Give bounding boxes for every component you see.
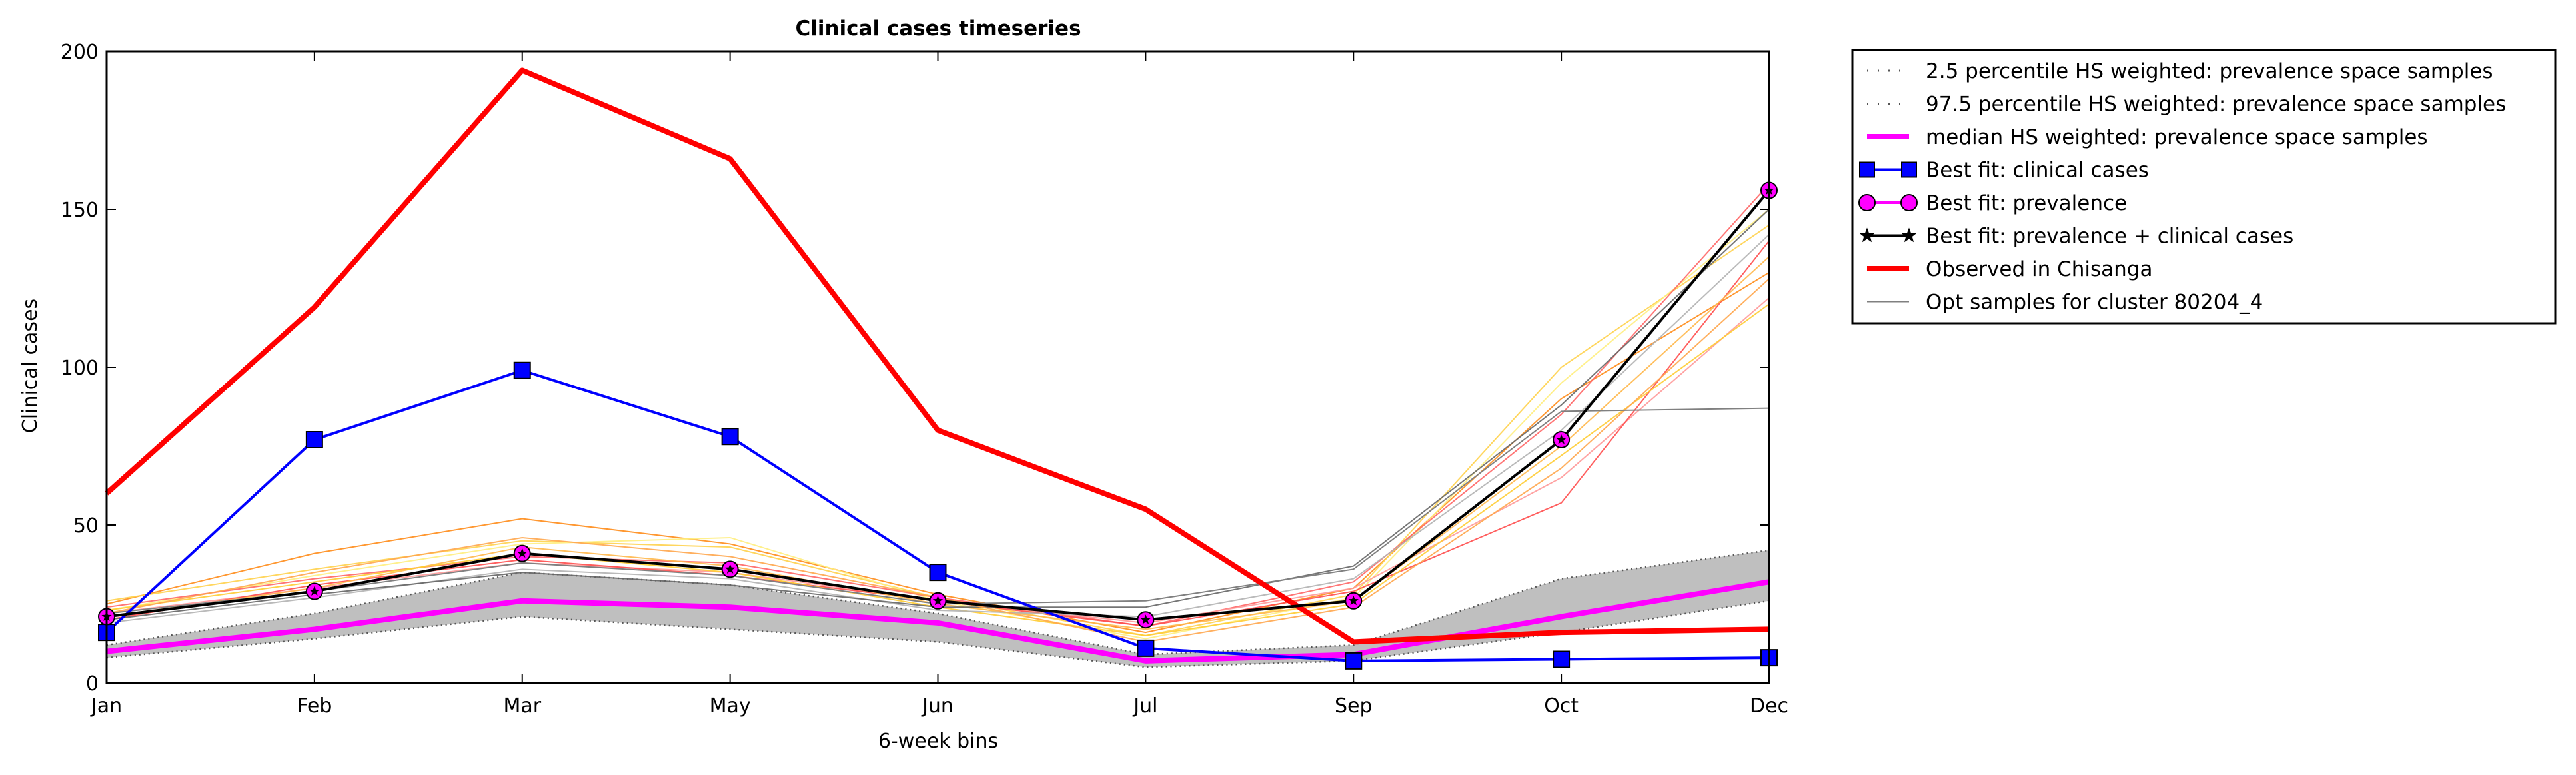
legend-label: Best fit: clinical cases (1926, 159, 2149, 183)
series-3-point-star (1556, 434, 1567, 444)
y-tick-label: 150 (61, 199, 99, 222)
band-lower-line (106, 600, 1770, 668)
x-tick-label: May (710, 694, 751, 718)
legend-marker-star (1901, 227, 1917, 243)
series-2-point (1553, 650, 1571, 668)
legend-marker-square (1859, 161, 1875, 178)
series-3-point-star (309, 586, 320, 596)
x-tick-label: Jun (921, 694, 954, 718)
legend-label: 2.5 percentile HS weighted: prevalence s… (1926, 59, 2493, 83)
x-axis-label: 6-week bins (878, 730, 998, 753)
series-3-point-star (517, 548, 528, 558)
x-tick-label: Sep (1335, 694, 1373, 718)
legend-marker-star (1859, 227, 1875, 243)
plot-frame (105, 50, 1770, 684)
legend-box (1851, 49, 2557, 325)
legend-marker-square (1901, 161, 1917, 178)
series-2-point (1137, 639, 1155, 657)
series-5-line (105, 67, 1770, 645)
x-tick-label: Feb (297, 694, 332, 718)
series-lines (98, 67, 1778, 670)
series-2-point (1345, 652, 1363, 670)
sample-line-9 (106, 234, 1770, 624)
band-upper-line (106, 549, 1770, 656)
series-2-point (721, 428, 739, 446)
x-tick-label: Mar (503, 694, 541, 718)
sample-line-10 (106, 209, 1770, 621)
y-tick-label: 100 (61, 357, 99, 380)
series-3-point-star (1140, 614, 1151, 624)
x-tick-label: Oct (1544, 694, 1579, 718)
y-tick-label: 0 (86, 672, 99, 696)
legend-label: Best fit: prevalence (1926, 191, 2127, 215)
y-tick-label: 200 (61, 41, 99, 64)
legend-marker-circle (1900, 194, 1918, 211)
series-2-point (305, 431, 323, 449)
sample-line-4 (106, 183, 1770, 627)
legend-label: Observed in Chisanga (1926, 257, 2153, 281)
legend-marker-circle (1858, 194, 1876, 211)
y-tick-label: 50 (73, 514, 99, 538)
confidence-band (106, 549, 1770, 668)
band-fill (107, 550, 1769, 668)
series-2-point (929, 564, 947, 582)
series-3-point-star (725, 564, 736, 574)
y-axis-label: Clinical cases (19, 299, 42, 433)
legend-label: 97.5 percentile HS weighted: prevalence … (1926, 93, 2506, 117)
series-3-point-star (1348, 595, 1359, 606)
axes: 0 50 100 150 200 Jan Feb Mar May Jun Jul Sep Oct Dec (61, 41, 1788, 718)
legend-label: Best fit: prevalence + clinical cases (1926, 225, 2293, 249)
series-3-point-star (932, 595, 944, 606)
x-tick-label: Jul (1132, 694, 1157, 718)
x-tick-label: Jan (90, 694, 122, 718)
series-2-point (513, 361, 531, 379)
series-4-line (106, 189, 1770, 622)
chart-title: Clinical cases timeseries (795, 17, 1081, 41)
legend: 2.5 percentile HS weighted: prevalence s… (1851, 49, 2557, 325)
x-tick-label: Dec (1750, 694, 1788, 718)
series-1-line (106, 579, 1770, 664)
legend-label: median HS weighted: prevalence space sam… (1926, 125, 2428, 149)
legend-label: Opt samples for cluster 80204_4 (1926, 291, 2263, 315)
